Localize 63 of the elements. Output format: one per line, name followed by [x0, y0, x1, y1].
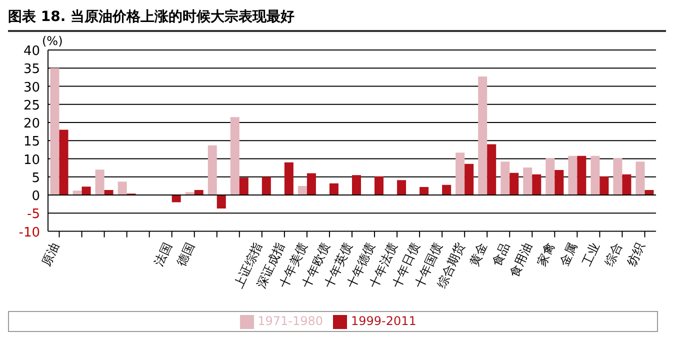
x-tick-label: 食品 — [490, 240, 512, 268]
bar — [500, 162, 510, 196]
bar — [208, 145, 217, 196]
bar — [352, 175, 361, 196]
bar — [230, 117, 240, 196]
bar — [456, 152, 465, 196]
x-tick-label: 家禽 — [534, 240, 558, 268]
x-tick-label: 法国 — [152, 240, 175, 268]
bar — [622, 174, 632, 196]
x-tick-label: 工业 — [580, 240, 602, 268]
y-tick-label: 0 — [32, 189, 40, 204]
bar — [284, 162, 294, 196]
y-tick-label: 15 — [23, 134, 40, 150]
bar — [442, 184, 452, 196]
bar — [568, 156, 578, 196]
y-tick-label: 40 — [23, 44, 40, 59]
y-tick-label: 5 — [32, 170, 40, 186]
bar — [59, 130, 68, 196]
bar — [613, 158, 622, 196]
bar — [636, 162, 645, 196]
x-tick-label: 综合 — [602, 240, 625, 268]
y-tick-label: 20 — [23, 116, 40, 132]
y-tick-label: -10 — [18, 225, 40, 240]
y-tick-label: 35 — [23, 62, 40, 78]
bar — [523, 167, 532, 196]
y-axis-title: (%) — [42, 34, 63, 48]
y-tick-label: 30 — [23, 80, 40, 96]
chart-title: 图表 18. 当原油价格上涨的时候大宗表现最好 — [8, 8, 666, 32]
bar — [50, 68, 60, 196]
bar — [329, 183, 338, 196]
x-tick-label: 德国 — [174, 240, 198, 268]
bar — [590, 156, 600, 196]
bar — [487, 144, 496, 196]
bar — [397, 180, 406, 196]
bar — [82, 186, 91, 196]
x-tick-label: 黄金 — [467, 240, 490, 268]
bar — [298, 186, 307, 196]
bar — [306, 173, 316, 196]
bar — [262, 176, 271, 196]
x-tick-label: 原油 — [39, 240, 62, 268]
y-tick-label: 10 — [23, 152, 40, 168]
bar — [72, 190, 82, 196]
legend-label: 1999-2011 — [351, 314, 416, 328]
bar — [374, 176, 384, 196]
y-tick-label: 25 — [23, 98, 40, 114]
x-tick-label: 金属 — [557, 240, 580, 268]
legend-label: 1971-1980 — [258, 314, 323, 328]
bar — [95, 170, 104, 196]
bar — [546, 158, 555, 196]
y-tick-label: -5 — [27, 207, 40, 222]
x-tick-label: 纺织 — [624, 240, 648, 268]
bar — [554, 170, 564, 196]
bar — [118, 182, 127, 196]
bar — [577, 156, 586, 196]
bar — [600, 176, 609, 196]
bar — [464, 164, 474, 196]
bar — [532, 174, 542, 196]
bar — [172, 195, 181, 202]
bar — [478, 76, 488, 196]
bar — [216, 195, 226, 208]
bar — [510, 172, 519, 196]
bar — [239, 178, 248, 196]
bar — [420, 187, 429, 196]
